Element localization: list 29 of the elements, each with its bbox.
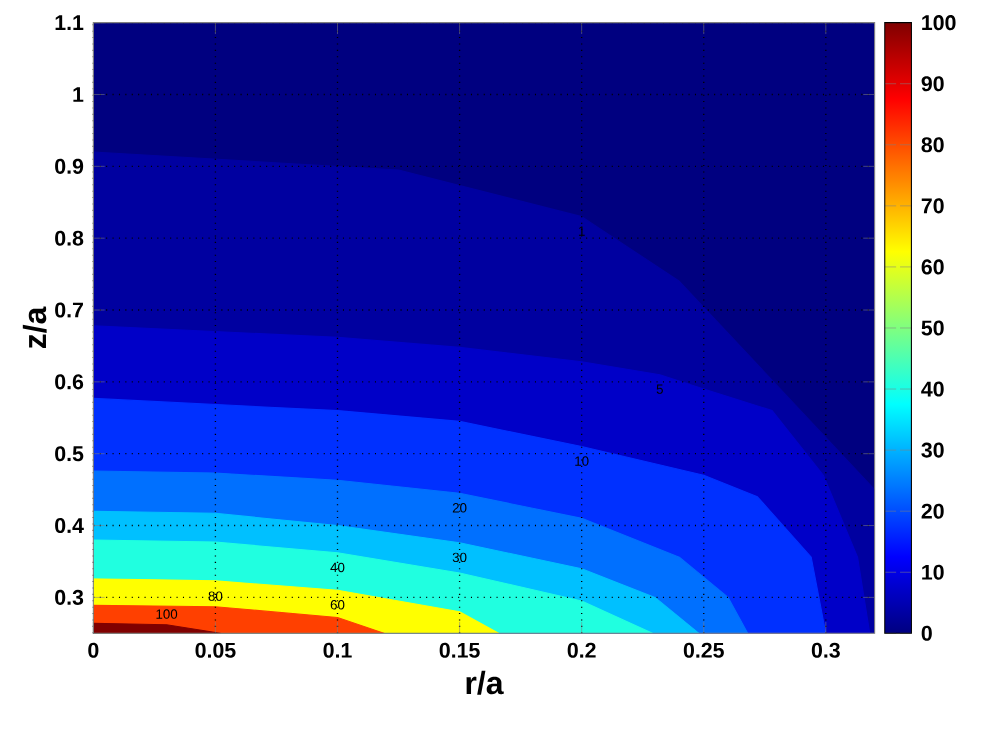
color-bar-label: 40 <box>921 381 944 397</box>
color-bar-label: 70 <box>921 198 944 214</box>
y-tick-label: 1 <box>73 87 84 102</box>
color-bar-label: 100 <box>922 15 956 31</box>
y-tick-label: 0.5 <box>55 446 84 462</box>
x-tick-label: 0.3 <box>811 642 840 658</box>
y-tick-label: 1.1 <box>55 15 84 30</box>
color-bar-label: 30 <box>921 442 944 458</box>
color-bar-label: 50 <box>921 320 944 336</box>
color-bar-label: 80 <box>921 137 944 153</box>
y-axis-title: z/a <box>22 306 47 349</box>
x-tick-label: 0.15 <box>439 642 480 658</box>
x-tick-label: 0.1 <box>323 642 352 658</box>
y-tick-label: 0.9 <box>55 158 84 174</box>
x-tick-label: 0 <box>88 642 99 658</box>
y-tick-label: 0.8 <box>55 230 84 246</box>
x-tick-label: 0.2 <box>567 642 596 658</box>
color-bar-label: 20 <box>921 503 944 519</box>
x-tick-label: 0.05 <box>195 642 236 658</box>
x-tick-label: 0.25 <box>683 642 724 658</box>
y-tick-label: 0.4 <box>55 518 84 534</box>
x-axis-title: r/a <box>466 670 504 695</box>
color-bar-label: 10 <box>922 564 944 580</box>
y-tick-label: 0.7 <box>55 302 83 318</box>
color-bar-label: 60 <box>921 259 944 275</box>
color-bar-label: 90 <box>921 76 944 92</box>
y-tick-label: 0.6 <box>55 374 84 390</box>
y-tick-label: 0.3 <box>55 589 84 605</box>
color-bar-label: 0 <box>921 625 932 641</box>
